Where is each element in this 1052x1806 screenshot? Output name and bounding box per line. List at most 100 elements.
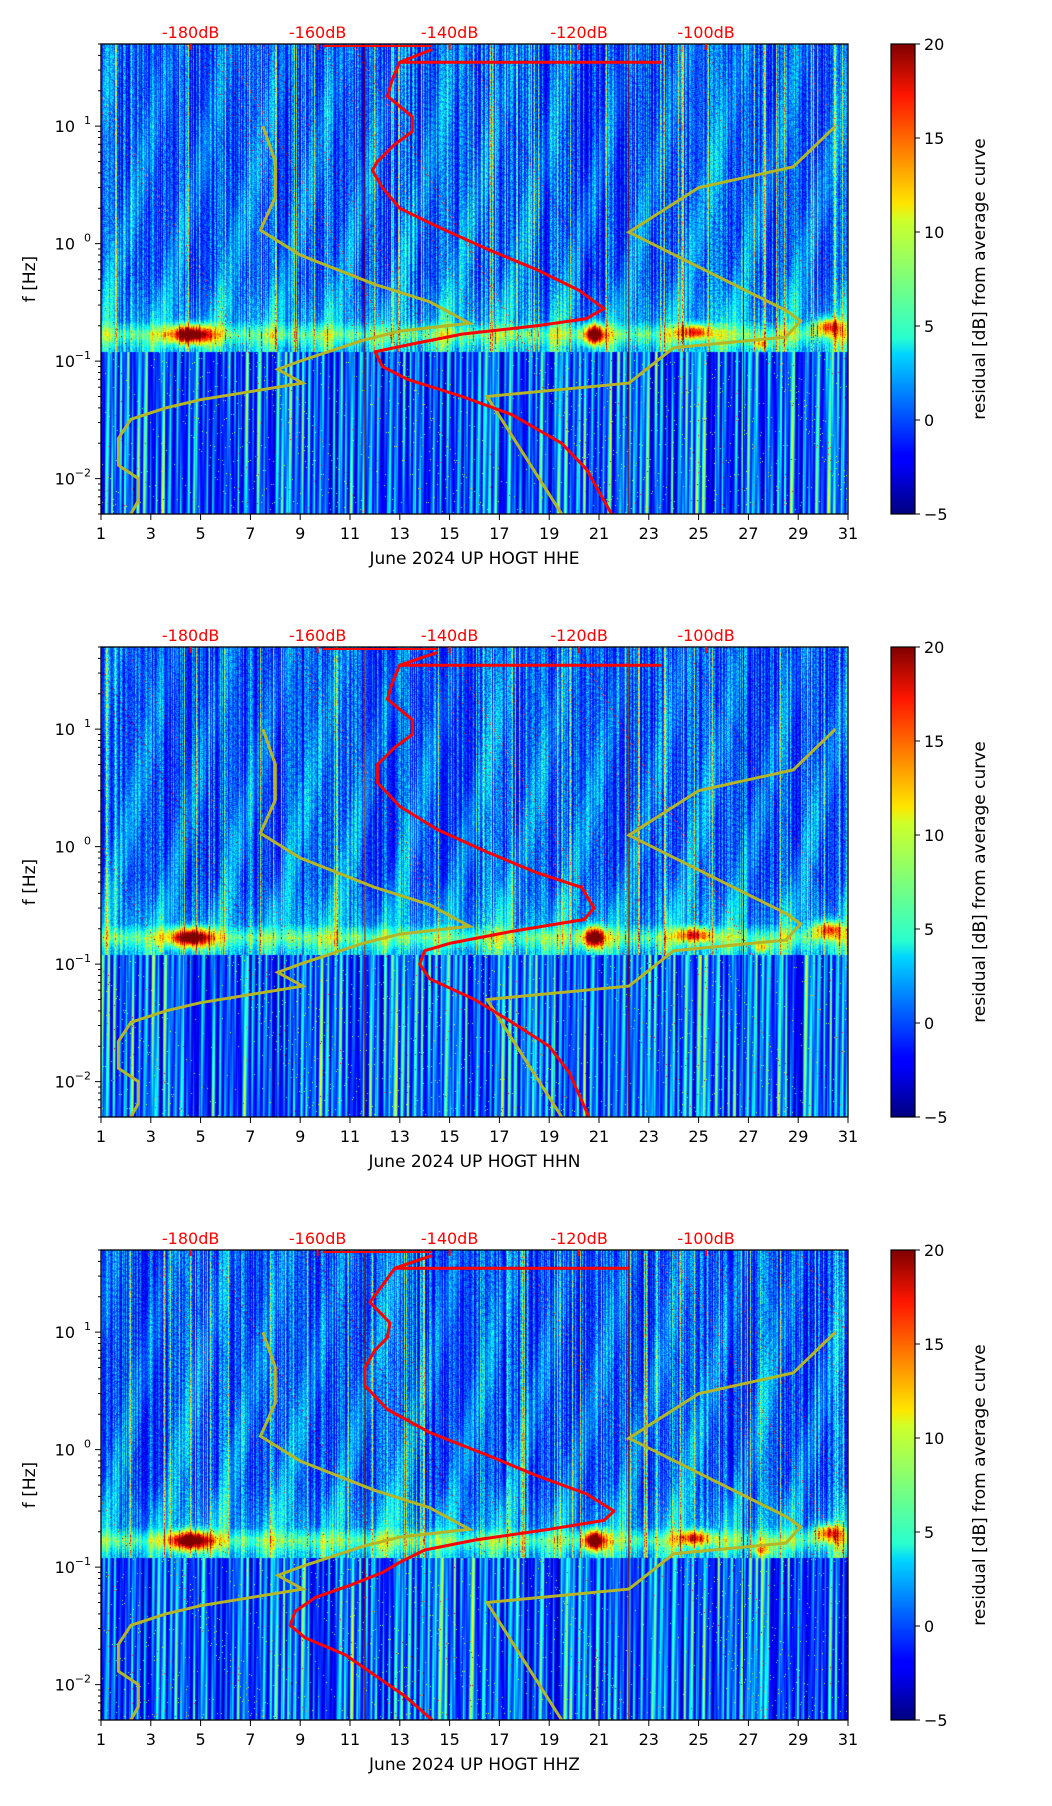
- x-tick-label: 1: [96, 524, 106, 543]
- y-tick-label-base: 10: [55, 117, 75, 136]
- x-tick-label: 5: [196, 524, 206, 543]
- colorbar-label: residual [dB] from average curve: [970, 138, 990, 419]
- x-tick-label: 7: [245, 1730, 255, 1749]
- x-tick-label: 13: [390, 1127, 410, 1146]
- average-curve: [370, 48, 613, 515]
- x-tick-label: 19: [539, 524, 559, 543]
- x-tick-label: 17: [489, 524, 509, 543]
- y-tick-label-exponent: −2: [75, 467, 91, 480]
- y-tick-label-base: 10: [55, 1558, 75, 1577]
- colorbar-tick-label: −5: [924, 505, 948, 524]
- colorbar-tick-label: 15: [924, 1335, 944, 1354]
- x-tick-label: 5: [196, 1730, 206, 1749]
- y-tick-label-exponent: 0: [84, 232, 91, 245]
- x-tick-label: 21: [589, 524, 609, 543]
- x-axis-label: June 2024 UP HOGT HHZ: [368, 1755, 580, 1775]
- y-tick-label-base: 10: [55, 1441, 75, 1460]
- db-tick-label: -100dB: [677, 1229, 734, 1248]
- y-tick-label-base: 10: [55, 352, 75, 371]
- colorbar-tick-label: 10: [924, 223, 944, 242]
- y-tick-label-exponent: 0: [84, 835, 91, 848]
- x-tick-label: 11: [340, 1730, 360, 1749]
- db-tick-label: -160dB: [289, 23, 346, 42]
- y-tick-label-exponent: −2: [75, 1070, 91, 1083]
- colorbar-gradient: [890, 43, 916, 515]
- x-tick-label: 31: [838, 1730, 858, 1749]
- colorbar-tick-label: 15: [924, 732, 944, 751]
- colorbar-label: residual [dB] from average curve: [970, 741, 990, 1022]
- db-tick-label: -140dB: [421, 626, 478, 645]
- x-tick-label: 21: [589, 1127, 609, 1146]
- y-tick-label-exponent: 1: [84, 717, 91, 730]
- colorbar-tick-label: 20: [924, 1241, 944, 1260]
- spectrogram-heatmap: [101, 647, 848, 1117]
- y-tick-label-exponent: −1: [75, 952, 91, 965]
- x-axis-label: June 2024 UP HOGT HHN: [368, 1152, 581, 1172]
- y-axis-label: f [Hz]: [20, 859, 40, 905]
- y-tick-label-base: 10: [55, 235, 75, 254]
- x-tick-label: 25: [688, 1127, 708, 1146]
- y-tick-label-base: 10: [55, 470, 75, 489]
- db-tick-label: -140dB: [421, 1229, 478, 1248]
- average-curve: [288, 1253, 616, 1722]
- y-tick-label-base: 10: [55, 1323, 75, 1342]
- x-tick-label: 25: [688, 1730, 708, 1749]
- y-axis-label: f [Hz]: [20, 1462, 40, 1508]
- x-tick-label: 31: [838, 524, 858, 543]
- x-tick-label: 1: [96, 1730, 106, 1749]
- colorbar-tick-label: 0: [924, 411, 934, 430]
- db-tick-label: -100dB: [677, 626, 734, 645]
- x-tick-label: 27: [738, 1127, 758, 1146]
- noise-model-curve-right: [484, 1331, 837, 1721]
- y-tick-label-base: 10: [55, 838, 75, 857]
- colorbar-tick-label: 5: [924, 317, 934, 336]
- y-axis-label: f [Hz]: [20, 256, 40, 302]
- x-tick-label: 3: [146, 1127, 156, 1146]
- x-tick-label: 9: [295, 1127, 305, 1146]
- x-tick-label: 29: [788, 1127, 808, 1146]
- x-tick-label: 1: [96, 1127, 106, 1146]
- x-tick-label: 15: [439, 1730, 459, 1749]
- x-tick-label: 25: [688, 524, 708, 543]
- x-tick-label: 29: [788, 1730, 808, 1749]
- y-tick-label-exponent: −1: [75, 349, 91, 362]
- x-tick-label: 31: [838, 1127, 858, 1146]
- x-tick-label: 11: [340, 1127, 360, 1146]
- colorbar-tick-label: 20: [924, 638, 944, 657]
- db-tick-label: -140dB: [421, 23, 478, 42]
- colorbar-tick-label: 10: [924, 1429, 944, 1448]
- x-tick-label: 27: [738, 524, 758, 543]
- x-tick-label: 27: [738, 1730, 758, 1749]
- colorbar-tick-label: 0: [924, 1617, 934, 1636]
- x-tick-label: 3: [146, 524, 156, 543]
- db-tick-label: -100dB: [677, 23, 734, 42]
- noise-model-curve-right: [484, 728, 837, 1118]
- y-tick-label-exponent: −1: [75, 1555, 91, 1568]
- x-tick-label: 13: [390, 524, 410, 543]
- x-tick-label: 23: [639, 1127, 659, 1146]
- colorbar-tick-label: −5: [924, 1711, 948, 1730]
- colorbar: −5 0 5 10 15 20 residual [dB] from average cur…: [890, 638, 990, 1127]
- x-tick-label: 7: [245, 524, 255, 543]
- spectrogram-heatmap: [101, 44, 848, 514]
- db-tick-label: -180dB: [162, 626, 219, 645]
- spectrogram-heatmap: [101, 1250, 848, 1720]
- y-tick-label-exponent: 0: [84, 1438, 91, 1451]
- x-tick-label: 23: [639, 524, 659, 543]
- db-tick-label: -120dB: [550, 23, 607, 42]
- colorbar-gradient: [890, 646, 916, 1118]
- x-tick-label: 19: [539, 1127, 559, 1146]
- x-tick-label: 17: [489, 1127, 509, 1146]
- y-tick-label-exponent: 1: [84, 114, 91, 127]
- noise-model-curve-left: [116, 125, 475, 515]
- db-tick-label: -120dB: [550, 1229, 607, 1248]
- x-tick-label: 21: [589, 1730, 609, 1749]
- x-tick-label: 7: [245, 1127, 255, 1146]
- y-tick-label-base: 10: [55, 720, 75, 739]
- x-tick-label: 29: [788, 524, 808, 543]
- noise-model-curve-right: [484, 125, 837, 515]
